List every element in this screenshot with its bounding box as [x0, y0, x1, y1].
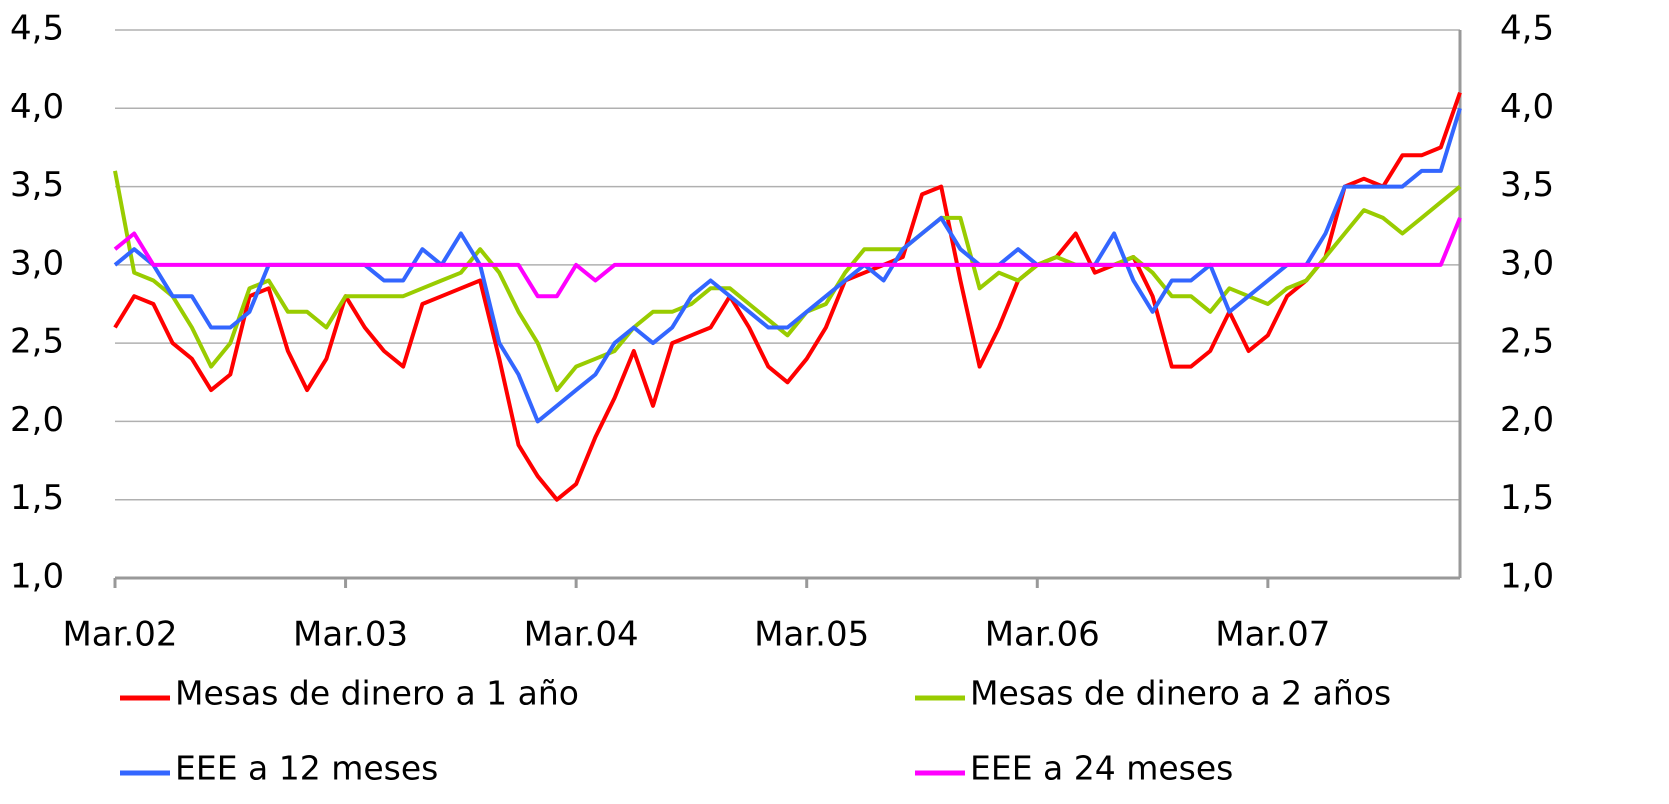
- x-tick-label: Mar.06: [985, 615, 1100, 655]
- y-tick-label: 4,0: [10, 87, 64, 127]
- y2-tick-label: 4,5: [1500, 9, 1554, 49]
- x-tick-label: Mar.02: [62, 615, 177, 655]
- y-tick-label: 3,0: [10, 243, 64, 283]
- legend-label: Mesas de dinero a 2 años: [970, 674, 1391, 713]
- y-tick-label: 2,0: [10, 400, 64, 440]
- y2-tick-label: 1,5: [1500, 478, 1554, 518]
- y2-tick-label: 4,0: [1500, 87, 1554, 127]
- y-tick-label: 2,5: [10, 322, 64, 362]
- y-tick-label: 1,5: [10, 478, 64, 518]
- legend-label: EEE a 24 meses: [970, 749, 1233, 788]
- y2-tick-label: 2,0: [1500, 400, 1554, 440]
- series-line: [113, 170, 1462, 393]
- y2-tick-label: 1,0: [1500, 557, 1554, 597]
- series-line: [113, 217, 1462, 299]
- y-tick-label: 3,5: [10, 165, 64, 205]
- x-tick-label: Mar.04: [524, 615, 639, 655]
- y2-tick-label: 2,5: [1500, 322, 1554, 362]
- legend-label: EEE a 12 meses: [175, 749, 438, 788]
- series-line: [113, 91, 1462, 502]
- legend-label: Mesas de dinero a 1 año: [175, 674, 579, 713]
- x-tick-label: Mar.03: [293, 615, 408, 655]
- y2-tick-label: 3,5: [1500, 165, 1554, 205]
- y-tick-label: 4,5: [10, 9, 64, 49]
- x-tick-label: Mar.07: [1215, 615, 1330, 655]
- y2-tick-label: 3,0: [1500, 243, 1554, 283]
- x-tick-label: Mar.05: [754, 615, 869, 655]
- y-tick-label: 1,0: [10, 557, 64, 597]
